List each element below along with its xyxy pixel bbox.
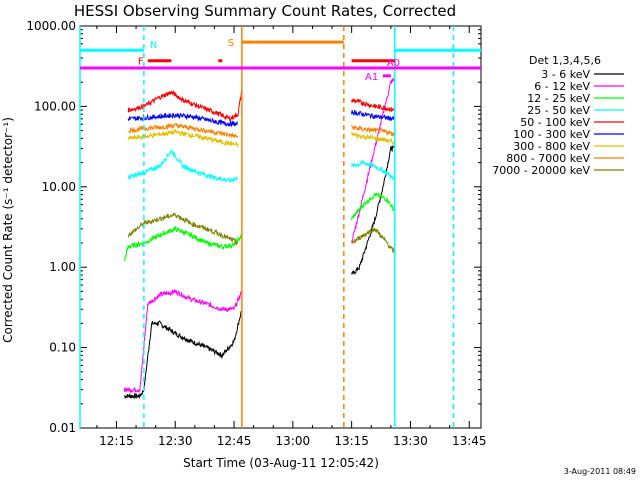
y-tick-label: 10.00 — [42, 180, 76, 194]
legend-label: 7000 - 20000 keV — [492, 164, 590, 177]
series-line-4 — [127, 149, 238, 184]
generation-timestamp: 3-Aug-2011 08:49 — [564, 467, 636, 476]
flag-label-a1: A1 — [365, 72, 378, 83]
legend-label: 3 - 6 keV — [541, 68, 590, 81]
y-axis-label: Corrected Count Rate (s⁻¹ detector⁻¹) — [1, 117, 15, 343]
series-line-3 — [351, 191, 395, 221]
flag-label-s: S — [228, 38, 234, 49]
series-line-2 — [351, 77, 395, 245]
series-line-7 — [351, 132, 395, 146]
series-line-2 — [123, 289, 243, 394]
x-tick-label: 12:15 — [99, 434, 134, 448]
plot-frame — [79, 25, 482, 429]
chart-title: HESSI Observing Summary Count Rates, Cor… — [74, 2, 456, 20]
series-line-9 — [127, 212, 239, 246]
series-line-1 — [351, 145, 395, 276]
series-line-6 — [351, 110, 395, 121]
legend-label: 800 - 7000 keV — [506, 152, 590, 165]
x-tick-label: 13:45 — [452, 434, 487, 448]
flag-label-f: F — [138, 57, 144, 68]
x-tick-label: 13:15 — [334, 434, 369, 448]
series-line-5 — [351, 97, 395, 113]
legend-label: 12 - 25 keV — [527, 92, 590, 105]
y-tick-label: 1000.00 — [26, 19, 76, 33]
y-tick-label: 0.10 — [49, 341, 76, 355]
series-line-5 — [127, 89, 243, 123]
legend-label: 300 - 800 keV — [513, 140, 590, 153]
plot-area: 1000.00 100.00 10.00 1.00 0.10 0.01 12:15 12:30… — [26, 19, 486, 448]
series-line-1 — [123, 310, 243, 400]
series-line-4 — [351, 159, 395, 181]
flag-label-a0: A0 — [387, 58, 400, 69]
y-tick-label: 1.00 — [49, 260, 76, 274]
series-line-9 — [351, 227, 395, 253]
series-line-7 — [127, 128, 239, 148]
legend-label: 100 - 300 keV — [513, 128, 590, 141]
series-line-8 — [351, 124, 395, 138]
x-tick-label: 12:45 — [217, 434, 252, 448]
legend-label: 50 - 100 keV — [520, 116, 590, 129]
flag-label-n: N — [150, 40, 157, 51]
series-line-3 — [123, 225, 243, 262]
x-tick-label: 12:30 — [158, 434, 193, 448]
x-tick-label: 13:00 — [276, 434, 311, 448]
legend-title: Det 1,3,4,5,6 — [529, 54, 601, 67]
legend-label: 6 - 12 keV — [534, 80, 590, 93]
legend-label: 25 - 50 keV — [527, 104, 590, 117]
y-tick-label: 100.00 — [34, 99, 76, 113]
series-line-8 — [128, 122, 239, 139]
x-tick-label: 13:30 — [393, 434, 428, 448]
x-axis-label: Start Time (03-Aug-11 12:05:42) — [183, 456, 379, 470]
y-tick-label: 0.01 — [49, 421, 76, 435]
series-line-6 — [127, 112, 238, 128]
